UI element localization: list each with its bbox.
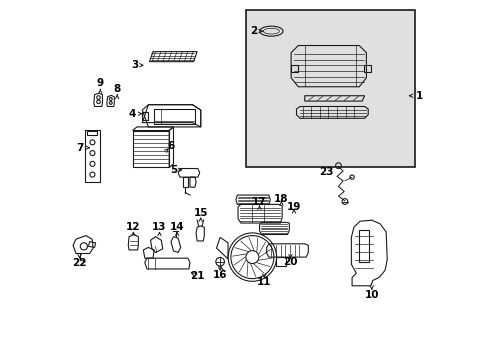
Text: 14: 14 — [169, 222, 184, 232]
Text: 5: 5 — [170, 165, 177, 175]
Text: 13: 13 — [152, 222, 166, 232]
Text: 16: 16 — [212, 270, 227, 280]
Text: 1: 1 — [415, 91, 422, 101]
Text: 12: 12 — [126, 222, 140, 232]
Text: 4: 4 — [129, 109, 136, 119]
Text: 10: 10 — [364, 290, 378, 300]
Text: 9: 9 — [97, 78, 103, 88]
Text: 18: 18 — [274, 194, 288, 204]
Text: 3: 3 — [131, 60, 139, 70]
Text: 22: 22 — [72, 258, 86, 268]
Text: 7: 7 — [76, 143, 83, 153]
Text: 15: 15 — [193, 208, 207, 218]
Text: 2: 2 — [249, 26, 257, 36]
Text: 8: 8 — [113, 84, 121, 94]
Text: 11: 11 — [257, 277, 271, 287]
Text: 20: 20 — [283, 257, 297, 267]
Bar — [246, 10, 414, 167]
Text: 19: 19 — [286, 202, 301, 212]
Text: 21: 21 — [189, 271, 204, 281]
Text: 6: 6 — [167, 141, 174, 151]
Text: 23: 23 — [318, 167, 333, 177]
Text: 17: 17 — [252, 197, 266, 207]
